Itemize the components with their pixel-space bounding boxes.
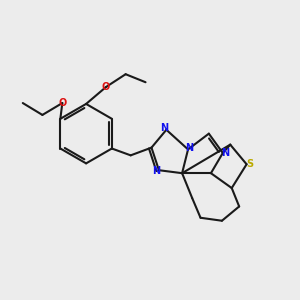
Text: N: N bbox=[185, 142, 194, 153]
Text: O: O bbox=[102, 82, 110, 92]
Text: N: N bbox=[152, 167, 160, 176]
Text: N: N bbox=[160, 123, 168, 133]
Text: N: N bbox=[221, 148, 229, 158]
Text: O: O bbox=[58, 98, 66, 108]
Text: S: S bbox=[246, 159, 253, 169]
